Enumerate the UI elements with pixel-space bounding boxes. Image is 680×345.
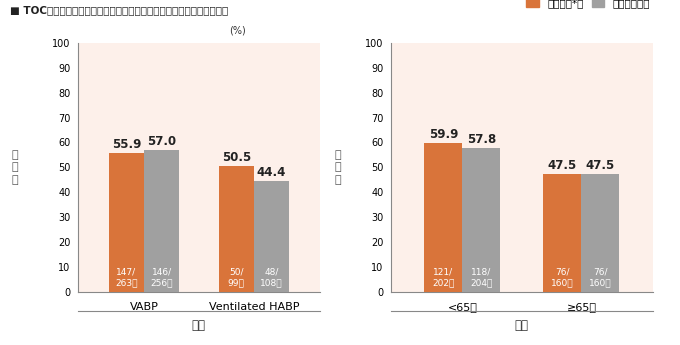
Text: 76/
160例: 76/ 160例: [589, 268, 612, 288]
Text: 118/
204例: 118/ 204例: [471, 268, 492, 288]
Text: 47.5: 47.5: [585, 159, 615, 171]
Text: 55.9: 55.9: [112, 138, 141, 151]
Text: 診断: 診断: [192, 319, 206, 332]
Bar: [581, 174, 619, 292]
Text: (%): (%): [228, 26, 245, 36]
Text: 147/
263例: 147/ 263例: [115, 268, 138, 288]
Legend: ザバクサ*群, メロペネム群: ザバクサ*群, メロペネム群: [526, 0, 650, 9]
Text: 57.8: 57.8: [466, 133, 496, 146]
Text: 146/
256例: 146/ 256例: [150, 268, 173, 288]
Bar: [424, 143, 462, 292]
Text: 48/
108例: 48/ 108例: [260, 268, 283, 288]
Bar: [144, 150, 179, 292]
Text: 50.5: 50.5: [222, 151, 251, 164]
Bar: [543, 174, 581, 292]
Text: 121/
202例: 121/ 202例: [432, 268, 454, 288]
Bar: [254, 181, 289, 292]
Text: 50/
99例: 50/ 99例: [228, 268, 245, 288]
Text: 47.5: 47.5: [547, 159, 577, 171]
Text: 57.0: 57.0: [147, 135, 176, 148]
Text: 44.4: 44.4: [256, 166, 286, 179]
Text: 59.9: 59.9: [428, 128, 458, 141]
Bar: [462, 148, 500, 292]
Text: 有
効
率: 有 効 率: [12, 150, 18, 185]
Text: 年齢: 年齢: [515, 319, 529, 332]
Text: ■ TOC時点の臨床効果（主要評価項目：層別因子別サブグループ解析）: ■ TOC時点の臨床効果（主要評価項目：層別因子別サブグループ解析）: [10, 5, 228, 15]
Bar: [219, 166, 254, 292]
Bar: [109, 153, 144, 292]
Text: 76/
160例: 76/ 160例: [551, 268, 574, 288]
Text: 有
効
率: 有 効 率: [335, 150, 341, 185]
